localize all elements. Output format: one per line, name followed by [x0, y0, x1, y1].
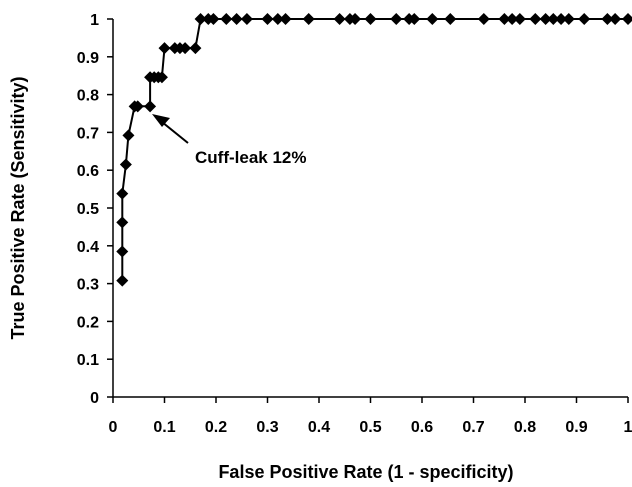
annotation-cuff-leak-label: Cuff-leak 12%: [195, 148, 306, 167]
annotation-arrow-line: [161, 121, 189, 144]
y-tick-label: 0.7: [77, 125, 99, 142]
data-point-marker: [622, 13, 632, 25]
data-point-marker: [547, 13, 560, 25]
data-point-marker: [116, 216, 129, 229]
x-tick-label: 0.3: [256, 419, 278, 436]
series-layer: [116, 13, 632, 287]
data-point-marker: [220, 13, 233, 25]
data-point-marker: [155, 71, 168, 84]
x-tick-label: 0.1: [153, 419, 175, 436]
x-tick-label: 0.5: [359, 419, 381, 436]
x-tick-label: 0.6: [411, 419, 433, 436]
data-point-marker: [506, 13, 519, 25]
data-point-marker: [116, 187, 129, 200]
annotation-arrow-head: [152, 114, 170, 127]
data-point-marker: [189, 42, 202, 55]
x-tick-label: 0.7: [462, 419, 484, 436]
data-point-marker: [122, 129, 135, 142]
data-point-marker: [333, 13, 346, 25]
y-tick-label: 0.3: [77, 277, 99, 294]
data-point-marker: [578, 13, 591, 25]
x-tick-label: 0.8: [514, 419, 536, 436]
x-axis: 0 0.1 0.2 0.3 0.4 0.5 0.6 0.7 0.8 0.9 1: [109, 396, 632, 436]
data-point-marker: [444, 13, 457, 25]
data-point-marker: [144, 100, 157, 113]
x-tick-label: 0: [109, 419, 118, 436]
y-tick-label: 0.6: [77, 163, 99, 180]
y-tick-label: 0.9: [77, 50, 99, 67]
data-point-marker: [207, 13, 220, 25]
data-point-marker: [426, 13, 439, 25]
data-point-marker: [408, 13, 421, 25]
x-tick-label: 0.2: [205, 419, 227, 436]
data-point-marker: [116, 274, 129, 287]
data-point-marker: [261, 13, 274, 25]
data-point-marker: [539, 13, 552, 25]
data-point-marker: [271, 13, 284, 25]
data-point-marker: [349, 13, 362, 25]
x-tick-label: 0.4: [308, 419, 330, 436]
data-point-marker: [555, 13, 568, 25]
y-tick-label: 0.5: [77, 201, 99, 218]
data-point-marker: [390, 13, 403, 25]
data-point-marker: [230, 13, 243, 25]
data-point-marker: [279, 13, 292, 25]
data-point-marker: [131, 100, 144, 113]
y-tick-label: 0.1: [77, 352, 99, 369]
y-tick-label: 0.2: [77, 314, 99, 331]
data-point-marker: [116, 245, 129, 258]
data-point-marker: [609, 13, 622, 25]
data-point-marker: [179, 42, 192, 55]
data-point-marker: [477, 13, 490, 25]
data-point-marker: [302, 13, 315, 25]
annotation-layer: Cuff-leak 12%: [152, 114, 306, 167]
data-point-marker: [240, 13, 253, 25]
data-point-marker: [562, 13, 575, 25]
data-point-marker: [158, 42, 171, 55]
data-point-marker: [529, 13, 542, 25]
data-point-marker: [194, 13, 207, 25]
y-axis: 0 0.1 0.2 0.3 0.4 0.5 0.6 0.7 0.8 0.9 1: [77, 12, 114, 407]
data-point-marker: [364, 13, 377, 25]
x-tick-label: 1: [624, 419, 632, 436]
y-tick-label: 0.4: [77, 239, 99, 256]
x-axis-title: False Positive Rate (1 - specificity): [218, 462, 513, 482]
y-tick-label: 0: [90, 390, 99, 407]
data-point-marker: [498, 13, 511, 25]
data-point-marker: [119, 158, 132, 171]
y-tick-label: 1: [90, 12, 99, 29]
y-axis-title: True Positive Rate (Sensitivity): [8, 76, 28, 339]
y-tick-label: 0.8: [77, 88, 99, 105]
data-point-marker: [513, 13, 526, 25]
x-tick-label: 0.9: [565, 419, 587, 436]
data-point-marker: [601, 13, 614, 25]
